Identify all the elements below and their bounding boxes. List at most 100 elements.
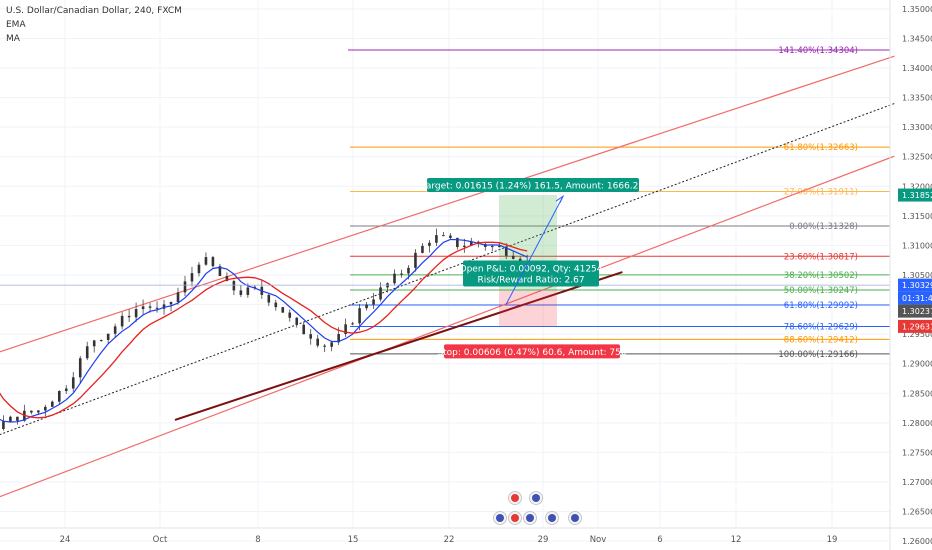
candle-body — [435, 235, 438, 243]
channel-mid — [0, 103, 895, 436]
candle-body — [442, 235, 445, 237]
price-tag-text: 1.29631 — [902, 322, 932, 331]
candle-body — [421, 245, 424, 253]
event-flag-fill — [548, 514, 556, 522]
fib-label: 61.80%(1.32663) — [784, 143, 858, 153]
target-label: Target: 0.01615 (1.24%) 161.5, Amount: 1… — [421, 178, 644, 193]
candle-body — [309, 334, 313, 339]
ema-label[interactable]: EMA — [6, 20, 26, 30]
price-tick-label: 1.29000 — [902, 360, 932, 369]
candle-body — [337, 333, 340, 343]
candle-body — [78, 358, 82, 378]
stop-label-bg — [444, 344, 620, 359]
candle-body — [316, 338, 319, 346]
price-tick-label: 1.34500 — [902, 34, 932, 43]
price-tick-label: 1.27000 — [902, 478, 932, 487]
grid — [0, 0, 890, 542]
candle-body — [365, 304, 368, 309]
time-tick-label: Nov — [590, 535, 607, 545]
price-tag-bg — [898, 188, 932, 202]
candle-body — [407, 267, 410, 274]
candle-body — [449, 235, 452, 238]
stop-label: Stop: 0.00606 (0.47%) 60.6, Amount: 750 — [437, 344, 627, 359]
support-trendline — [174, 271, 623, 421]
price-tick-label: 1.32000 — [902, 182, 932, 191]
price-tick-label: 1.26500 — [902, 508, 932, 517]
candle-body — [51, 401, 54, 407]
fib-label: 78.60%(1.29629) — [784, 323, 858, 333]
candle-body — [169, 302, 173, 305]
rr-text: Risk/Reward Ratio: 2.67 — [477, 276, 584, 286]
fib-label: 0.00%(1.31328) — [789, 222, 858, 232]
candle-body — [57, 390, 61, 402]
price-tick-label: 1.32500 — [902, 153, 932, 162]
candle-body — [323, 345, 326, 347]
candle-body — [358, 308, 361, 324]
price-tag-text: 1.30329 — [902, 281, 932, 290]
fib-label: 38.20%(1.30502) — [784, 271, 858, 281]
candle-body — [511, 255, 515, 259]
fib-label: 141.40%(1.34304) — [778, 46, 858, 56]
candle-body — [393, 273, 396, 284]
price-tag-bg — [898, 291, 932, 305]
price-tick-label: 1.33500 — [902, 94, 932, 103]
pnl-label: Open P&L: 0.00092, Qty: 41254Risk/Reward… — [460, 260, 603, 287]
event-flag-fill — [532, 494, 540, 502]
event-flag-fill — [571, 514, 579, 522]
candle-body — [99, 340, 103, 342]
fib-label: 61.80%(1.29992) — [784, 301, 858, 311]
time-tick-label: 24 — [60, 535, 71, 545]
price-tick-label: 1.31500 — [902, 212, 932, 221]
candle-body — [456, 237, 459, 248]
candle-body — [288, 312, 292, 318]
ema-line — [0, 238, 528, 423]
candle-body — [218, 266, 222, 277]
candle-body — [246, 287, 250, 295]
moving-averages — [0, 238, 890, 423]
price-axis: 1.35000 1.34500 1.34000 1.33500 1.33000 1.325… — [889, 0, 932, 550]
price-tick-label: 1.26000 — [902, 537, 932, 546]
price-tick-label: 1.27500 — [902, 448, 932, 457]
price-tag-text: 01:31:43 — [902, 294, 932, 303]
candle-body — [372, 299, 375, 305]
time-tick-label: 8 — [255, 535, 260, 545]
chart-legend: U.S. Dollar/Canadian Dollar, 240, FXCM E… — [6, 4, 182, 46]
candle-body — [183, 281, 187, 293]
ma-label[interactable]: MA — [6, 34, 20, 44]
time-tick-label: 15 — [348, 535, 359, 545]
candle-body — [9, 416, 12, 422]
candle-body — [239, 290, 243, 295]
candle-body — [428, 242, 431, 246]
fib-label: 88.60%(1.29412) — [784, 335, 858, 345]
candle-body — [274, 302, 278, 308]
price-tick-label: 1.35000 — [902, 5, 932, 14]
candle-body — [92, 340, 96, 347]
channel-upper — [0, 55, 895, 353]
price-tick-label: 1.31000 — [902, 241, 932, 250]
position-overlay: Target: 0.01615 (1.24%) 161.5, Amount: 1… — [421, 178, 644, 359]
price-tag-bg — [898, 278, 932, 292]
price-tick-label: 1.34000 — [902, 64, 932, 73]
pnl-text: Open P&L: 0.00092, Qty: 41254 — [460, 265, 603, 275]
candle-body — [351, 323, 354, 325]
candle-body — [414, 252, 417, 268]
candle-body — [379, 287, 382, 300]
candle-body — [470, 241, 473, 246]
price-tick-label: 1.28000 — [902, 419, 932, 428]
target-label-text: Target: 0.01615 (1.24%) 161.5, Amount: 1… — [421, 182, 644, 192]
time-axis: 24 Oct 8 15 22 29 Nov 6 12 19 — [0, 527, 932, 545]
candle-body — [127, 315, 131, 318]
candle-body — [211, 257, 215, 267]
projection-arrowhead — [555, 194, 565, 204]
candle-body — [504, 246, 508, 256]
candle-body — [253, 286, 257, 288]
price-tag-text: 1.31852 — [902, 191, 932, 200]
time-tick-label: 19 — [827, 535, 838, 545]
candle-body — [197, 264, 201, 274]
time-tick-label: 29 — [538, 535, 549, 545]
candle-body — [232, 281, 236, 291]
time-tick-label: 6 — [657, 535, 662, 545]
event-flag-fill — [496, 514, 504, 522]
candle-body — [64, 388, 68, 391]
